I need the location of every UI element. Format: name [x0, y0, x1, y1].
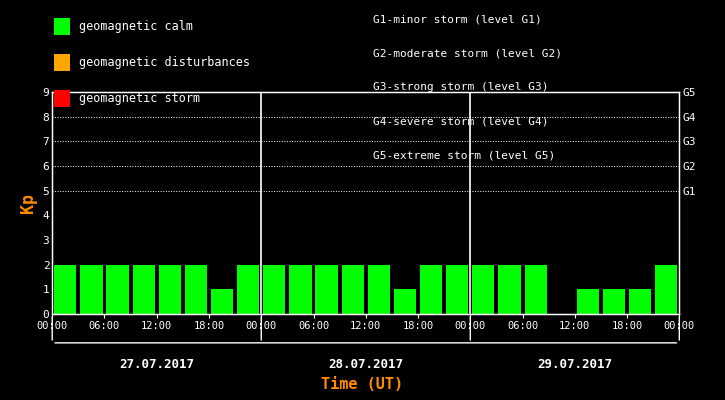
Bar	[394, 289, 416, 314]
Text: G3-strong storm (level G3): G3-strong storm (level G3)	[373, 82, 549, 92]
Text: geomagnetic storm: geomagnetic storm	[79, 92, 200, 105]
Y-axis label: Kp: Kp	[19, 193, 37, 213]
Text: geomagnetic disturbances: geomagnetic disturbances	[79, 56, 250, 69]
Text: G2-moderate storm (level G2): G2-moderate storm (level G2)	[373, 48, 563, 58]
Bar	[237, 265, 260, 314]
Bar	[315, 265, 338, 314]
Text: G4-severe storm (level G4): G4-severe storm (level G4)	[373, 116, 549, 126]
Bar	[446, 265, 468, 314]
Bar	[211, 289, 233, 314]
Bar	[498, 265, 521, 314]
Bar	[420, 265, 442, 314]
Bar	[603, 289, 625, 314]
Text: G1-minor storm (level G1): G1-minor storm (level G1)	[373, 14, 542, 24]
Bar	[80, 265, 102, 314]
Bar	[107, 265, 128, 314]
Text: 27.07.2017: 27.07.2017	[119, 358, 194, 372]
Text: Time (UT): Time (UT)	[321, 377, 404, 392]
Bar	[577, 289, 599, 314]
Bar	[472, 265, 494, 314]
Bar	[629, 289, 651, 314]
Bar	[368, 265, 390, 314]
Text: geomagnetic calm: geomagnetic calm	[79, 20, 193, 33]
Bar	[289, 265, 312, 314]
Bar	[54, 265, 76, 314]
Bar	[133, 265, 154, 314]
Text: G5-extreme storm (level G5): G5-extreme storm (level G5)	[373, 150, 555, 160]
Text: 29.07.2017: 29.07.2017	[537, 358, 613, 372]
Bar	[185, 265, 207, 314]
Text: 28.07.2017: 28.07.2017	[328, 358, 403, 372]
Bar	[263, 265, 286, 314]
Bar	[341, 265, 364, 314]
Bar	[159, 265, 181, 314]
Bar	[524, 265, 547, 314]
Bar	[655, 265, 677, 314]
